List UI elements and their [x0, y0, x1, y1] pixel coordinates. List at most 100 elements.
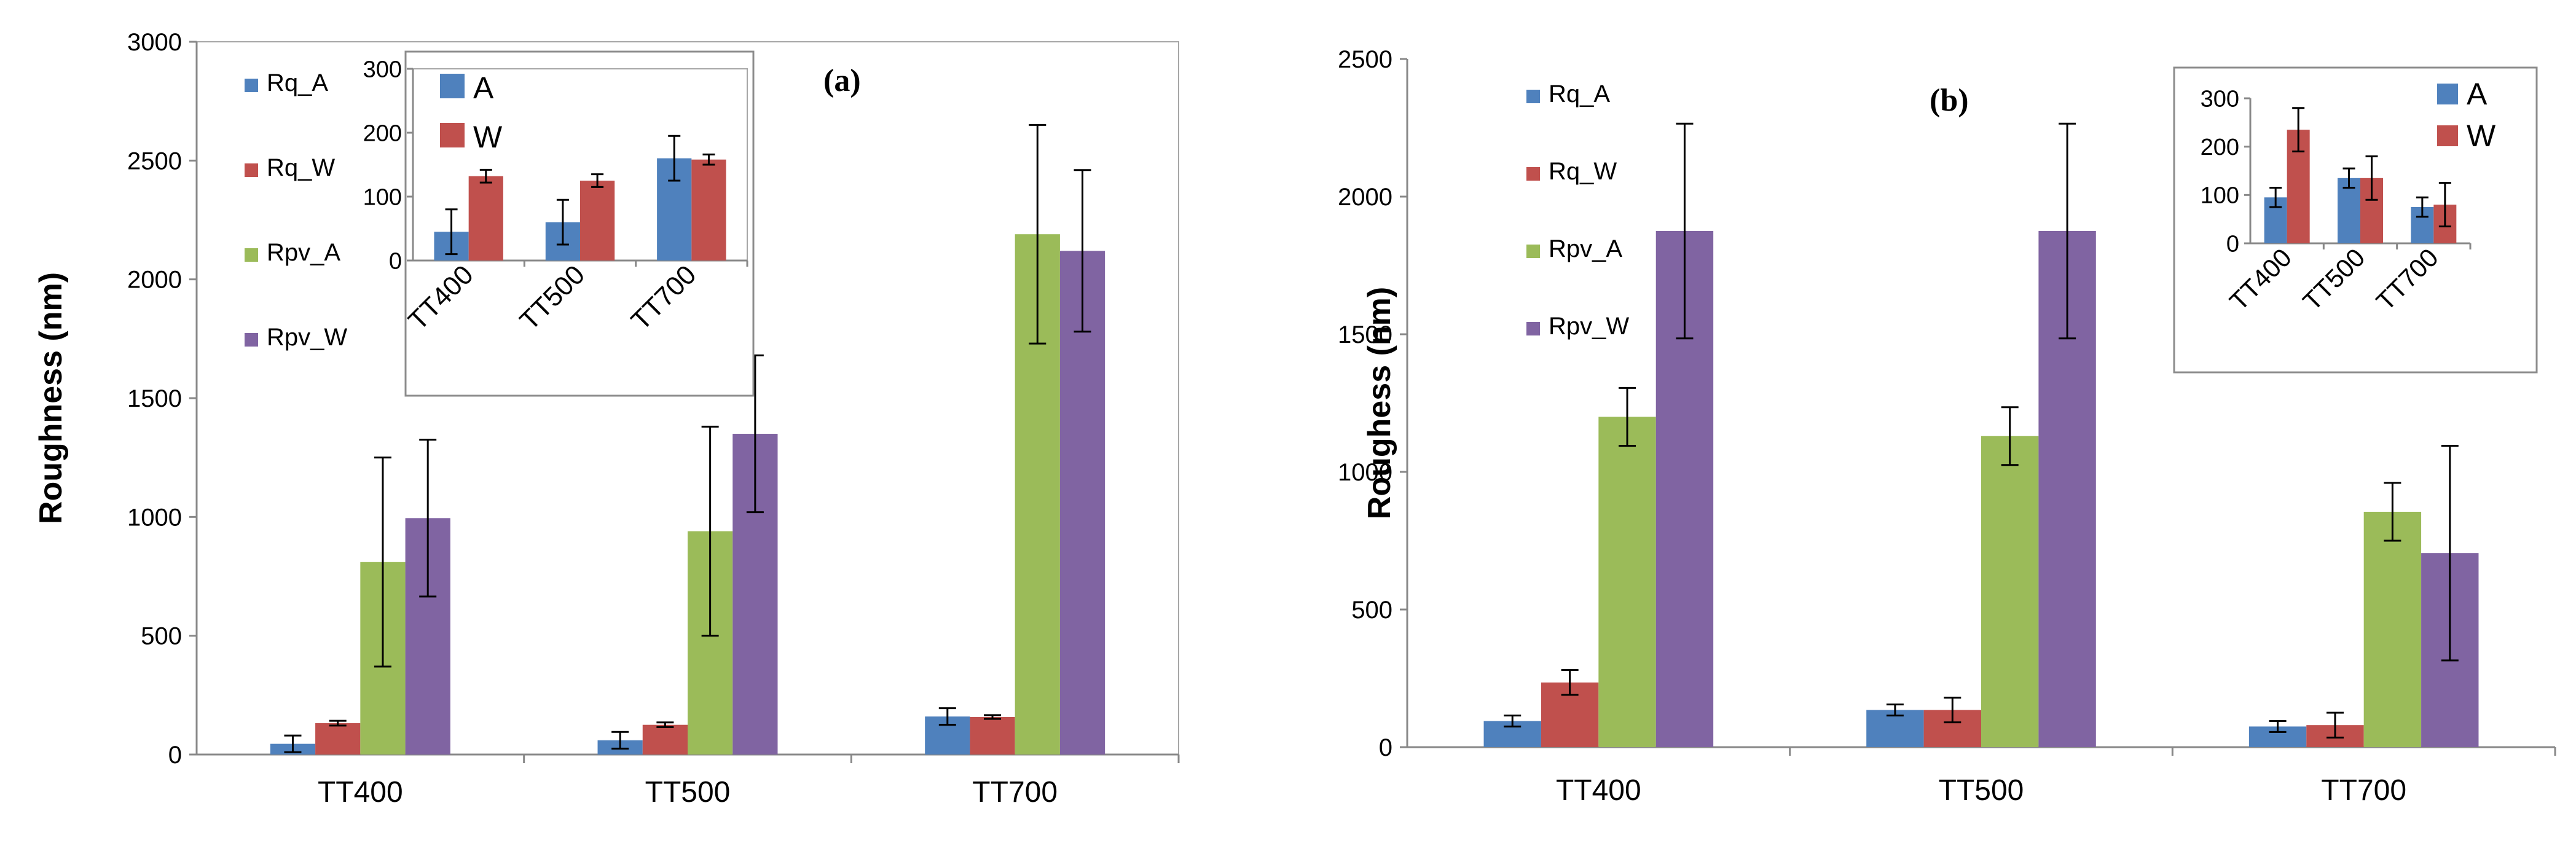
y-tick-label: 1500	[127, 385, 182, 412]
legend-swatch-rq-a	[245, 79, 258, 92]
y-axis-label: Roughness (nm)	[33, 272, 69, 524]
inset-y-tick-label: 200	[363, 120, 402, 146]
main-b-errorbar-rpv-a-tt500	[2001, 406, 2019, 466]
inset-b-errorbar-a-tt400	[2269, 187, 2282, 208]
main-a-errorbar-rpv-a-tt400	[374, 457, 391, 668]
inset-b-errorbar-w-tt500	[2365, 155, 2378, 201]
legend-swatch-rq-w	[1526, 167, 1540, 181]
inset-y-tick-label: 100	[363, 184, 402, 210]
inset-a-errorbar-a-tt700	[668, 135, 681, 182]
inset-a-errorbar-w-tt500	[591, 173, 604, 188]
main-a-bar-rq-w-tt400	[315, 723, 361, 755]
inset-legend-swatch-a	[440, 74, 465, 98]
x-tick-label-tt700: TT700	[972, 776, 1058, 809]
main-b-errorbar-rpv-a-tt700	[2384, 482, 2401, 542]
inset-y-tick-label: 200	[2201, 135, 2239, 160]
inset-a-bar-w-tt500	[580, 181, 615, 261]
y-tick-label: 0	[168, 742, 182, 769]
panel-label: (b)	[1930, 83, 1969, 118]
main-b-errorbar-rq-w-tt500	[1944, 696, 1961, 724]
legend: Rq_A Rq_W Rpv_A Rpv_W	[245, 69, 347, 351]
inset-a-bar-w-tt400	[468, 176, 503, 261]
legend-swatch-rq-w	[245, 163, 258, 177]
main-a-errorbar-rpv-w-tt400	[419, 439, 437, 598]
y-tick-label: 500	[1351, 597, 1392, 624]
main-b-errorbar-rq-w-tt700	[2326, 712, 2344, 739]
y-tick-label: 500	[141, 623, 182, 650]
legend-swatch-rq-a	[1526, 90, 1540, 103]
main-b-errorbar-rq-w-tt400	[1561, 669, 1579, 696]
main-a-errorbar-rpv-w-tt700	[1074, 169, 1091, 333]
inset-y-tick-label: 0	[389, 248, 402, 274]
legend-label-rq-w: Rq_W	[267, 154, 335, 181]
legend-label-rpv-w: Rpv_W	[267, 324, 347, 351]
main-a-bar-rpv-w-tt700	[1059, 251, 1105, 755]
panel-label: (a)	[823, 63, 861, 98]
inset-a-errorbar-w-tt400	[479, 168, 492, 184]
inset-legend-label-w: W	[473, 120, 503, 154]
main-a-errorbar-rq-a-tt400	[284, 734, 302, 753]
inset-legend-swatch-w	[2437, 125, 2458, 146]
x-tick-label-tt500: TT500	[645, 776, 731, 809]
legend-label-rq-a: Rq_A	[1549, 80, 1610, 108]
legend-label-rpv-a: Rpv_A	[267, 239, 340, 266]
main-b-errorbar-rq-a-tt400	[1504, 714, 1522, 727]
inset-a-bar-w-tt700	[691, 159, 726, 261]
y-tick-label: 2000	[127, 267, 182, 294]
main-a-errorbar-rq-a-tt500	[611, 731, 629, 750]
inset-legend-label-w: W	[2467, 119, 2496, 153]
main-b-errorbar-rpv-w-tt500	[2059, 122, 2076, 340]
main-b-bar-rpv-a-tt700	[2363, 511, 2422, 747]
y-tick-label: 1500	[1338, 321, 1392, 348]
y-tick-label: 3000	[127, 29, 182, 56]
y-tick-label: 1000	[127, 504, 182, 531]
main-a-bar-rq-w-tt500	[642, 724, 688, 755]
inset-b-bar-a-tt500	[2338, 178, 2360, 243]
inset-y-tick-label: 100	[2201, 183, 2239, 209]
main-a-bar-rq-w-tt700	[970, 716, 1015, 755]
legend-label-rpv-w: Rpv_W	[1549, 313, 1629, 340]
y-tick-label: 0	[1379, 734, 1392, 761]
main-b-errorbar-rpv-w-tt400	[1676, 122, 1694, 340]
legend-swatch-rpv-a	[245, 248, 258, 262]
y-tick-label: 1000	[1338, 459, 1392, 486]
main-a-errorbar-rpv-a-tt700	[1029, 124, 1046, 345]
y-tick-label: 2500	[127, 147, 182, 174]
inset-a-errorbar-a-tt400	[445, 208, 458, 256]
legend-label-rq-a: Rq_A	[267, 69, 328, 96]
inset-legend: AW	[440, 71, 503, 154]
inset-b-errorbar-w-tt700	[2438, 182, 2451, 227]
inset-b-errorbar-a-tt700	[2416, 196, 2429, 218]
main-a-errorbar-rq-w-tt700	[984, 714, 1002, 720]
inset-b-errorbar-a-tt500	[2342, 167, 2355, 189]
main-a-errorbar-rq-w-tt500	[656, 721, 674, 729]
inset-a-errorbar-a-tt500	[556, 198, 569, 246]
main-a-errorbar-rq-a-tt700	[938, 707, 956, 726]
inset-legend-label-a: A	[473, 71, 494, 105]
legend-swatch-rpv-w	[1526, 322, 1540, 335]
inset-y-tick-label: 300	[363, 57, 402, 82]
legend: Rq_A Rq_W Rpv_A Rpv_W	[1526, 80, 1629, 340]
inset-y-tick-label: 0	[2226, 231, 2239, 257]
y-tick-label: 2500	[1338, 46, 1392, 73]
main-b-errorbar-rq-a-tt700	[2269, 719, 2287, 733]
main-a-errorbar-rpv-a-tt500	[701, 425, 719, 637]
inset-a-errorbar-w-tt700	[702, 153, 715, 166]
main-b-bar-rpv-a-tt400	[1598, 417, 1656, 747]
inset-legend-label-a: A	[2467, 77, 2488, 111]
inset-legend-swatch-w	[440, 123, 465, 147]
inset-b-errorbar-w-tt400	[2292, 107, 2305, 153]
main-b-errorbar-rq-a-tt500	[1886, 704, 1904, 716]
x-tick-label-tt400: TT400	[1556, 774, 1641, 807]
inset-legend-swatch-a	[2437, 84, 2458, 104]
main-b-bar-rpv-a-tt500	[1981, 436, 2039, 747]
legend-label-rpv-a: Rpv_A	[1549, 235, 1622, 262]
legend-swatch-rpv-w	[245, 333, 258, 347]
y-axis-label: Roughess (nm)	[1362, 287, 1397, 519]
main-a-errorbar-rq-w-tt400	[329, 719, 347, 727]
